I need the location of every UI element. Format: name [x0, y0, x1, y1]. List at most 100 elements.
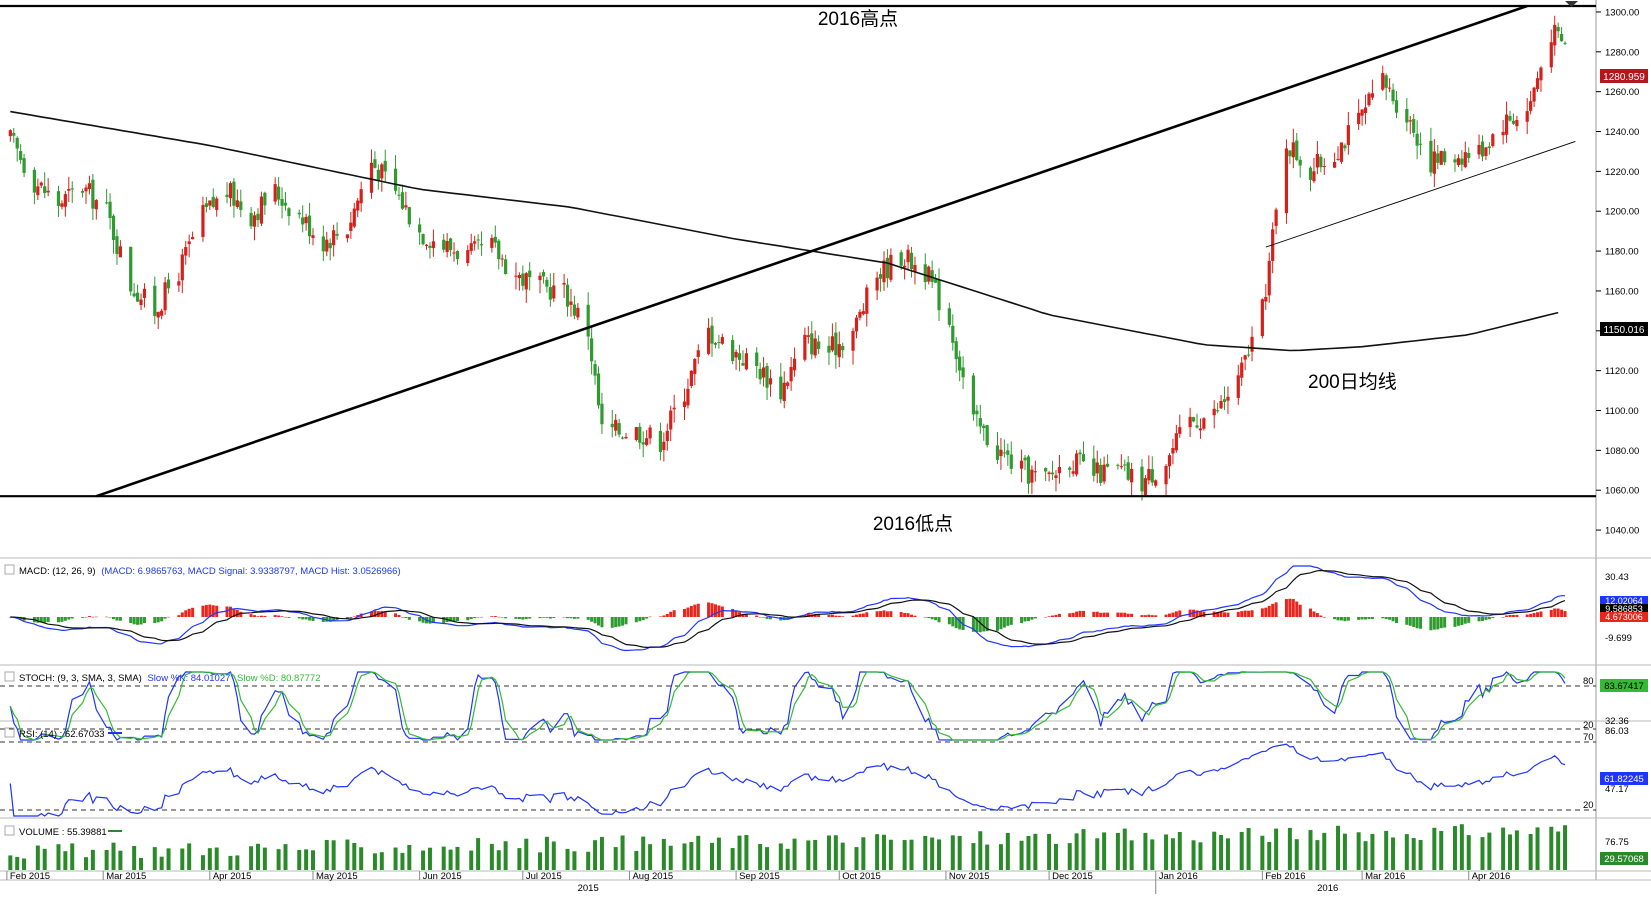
rsi-close-icon[interactable] — [4, 727, 15, 738]
candle-body — [1312, 171, 1316, 182]
candle-body — [720, 337, 724, 344]
candle-body — [999, 449, 1003, 457]
macd-hist-bar — [875, 611, 879, 617]
candle-body — [645, 438, 649, 445]
macd-hist-bar — [1298, 604, 1302, 617]
macd-hist-bar — [490, 616, 494, 617]
volume-bar — [331, 840, 336, 870]
volume-bar — [304, 849, 309, 870]
macd-hist-bar — [273, 615, 277, 617]
macd-hist-bar — [851, 615, 855, 617]
candle-body — [1322, 166, 1326, 168]
volume-bar — [1480, 837, 1485, 870]
candle-body — [951, 325, 955, 343]
volume-bar — [1549, 826, 1554, 870]
high-2016-label: 2016高点 — [818, 8, 898, 30]
volume-bar — [496, 850, 501, 870]
macd-hist-bar — [500, 617, 504, 618]
stoch-d-text: Slow %D: 80.87772 — [237, 673, 320, 684]
candle-body — [160, 310, 164, 316]
candle-body — [400, 192, 405, 209]
volume-bar — [551, 841, 556, 870]
volume-bar — [668, 845, 673, 870]
volume-label: VOLUME : 55.39881 — [19, 827, 107, 838]
macd-close-icon[interactable] — [4, 564, 15, 575]
candle-body — [70, 188, 74, 190]
macd-hist-bar — [1346, 617, 1350, 621]
candle-body — [80, 190, 85, 193]
volume-bar — [634, 850, 639, 870]
volume-bar — [400, 852, 405, 870]
candle-body — [841, 345, 845, 351]
macd-hist-bar — [641, 617, 645, 621]
candle-body — [658, 430, 663, 452]
macd-hist-bar — [431, 617, 435, 624]
macd-hist-bar — [1006, 617, 1010, 626]
candle-body — [1529, 101, 1533, 111]
candle-body — [1336, 158, 1340, 160]
macd-hist-bar — [889, 611, 893, 617]
macd-hist-bar — [153, 617, 157, 624]
candle-body — [865, 287, 869, 314]
candle-body — [311, 235, 315, 239]
volume-bar — [1143, 832, 1148, 870]
candle-body — [792, 358, 797, 371]
volume-bar — [476, 838, 481, 870]
candle-body — [418, 224, 422, 233]
volume-bar — [785, 848, 790, 870]
ma200-value: 1150.016 — [1604, 325, 1645, 336]
macd-hist-bar — [1367, 617, 1371, 620]
candle-body — [1525, 111, 1529, 122]
candle-body — [686, 388, 690, 406]
macd-hist-bar — [1381, 617, 1385, 619]
candle-body — [1467, 153, 1471, 158]
macd-hist-bar — [1274, 602, 1278, 617]
macd-hist-bar — [259, 615, 263, 617]
macd-hist-bar — [947, 617, 951, 625]
candle-body — [404, 205, 408, 208]
candle-body — [297, 212, 301, 215]
macd-hist-bar — [1556, 608, 1560, 617]
volume-bar — [1026, 836, 1031, 870]
candle-body — [225, 194, 229, 197]
macd-hist-bar — [548, 617, 552, 619]
candle-body — [524, 273, 528, 290]
volume-bar — [372, 853, 377, 870]
rsi-pane: RSI: (14) : 62.67033 86.03 70 47.17 20 6… — [0, 726, 1648, 817]
volume-bar — [427, 847, 432, 870]
scroll-marker-icon[interactable] — [1565, 1, 1578, 7]
macd-hist-bar — [81, 617, 85, 618]
candle-body — [1071, 471, 1075, 474]
macd-hist-bar — [404, 617, 408, 619]
volume-bar — [207, 848, 212, 870]
candle-body — [94, 200, 98, 210]
candle-body — [19, 151, 23, 160]
macd-hist-bar — [937, 617, 941, 623]
candle-body — [22, 158, 26, 173]
macd-hist-bar — [400, 616, 404, 618]
candle-body — [995, 445, 1000, 460]
stoch-tick-mid: 32.36 — [1605, 716, 1629, 727]
volume-bar — [538, 852, 543, 870]
volume-bar — [1514, 830, 1519, 870]
candle-body — [1222, 399, 1227, 402]
candle-body — [156, 311, 160, 318]
macd-hist-bar — [738, 612, 742, 617]
macd-hist-bar — [827, 615, 831, 617]
volume-bar — [765, 847, 770, 870]
macd-hist-bar — [621, 617, 625, 626]
macd-hist-bar — [369, 611, 373, 617]
macd-hist-bar — [517, 617, 521, 620]
candle-body — [1308, 167, 1313, 180]
volume-bar — [1047, 833, 1052, 870]
macd-hist-bar — [1336, 617, 1340, 621]
stoch-value: 83.67417 — [1604, 681, 1644, 692]
macd-hist-bar — [352, 616, 356, 617]
volume-bar — [1563, 825, 1568, 870]
candle-body — [1432, 151, 1436, 174]
volume-close-icon[interactable] — [4, 825, 15, 836]
volume-bar — [758, 843, 763, 870]
stoch-close-icon[interactable] — [4, 671, 15, 682]
macd-hist-bar — [1071, 612, 1075, 617]
